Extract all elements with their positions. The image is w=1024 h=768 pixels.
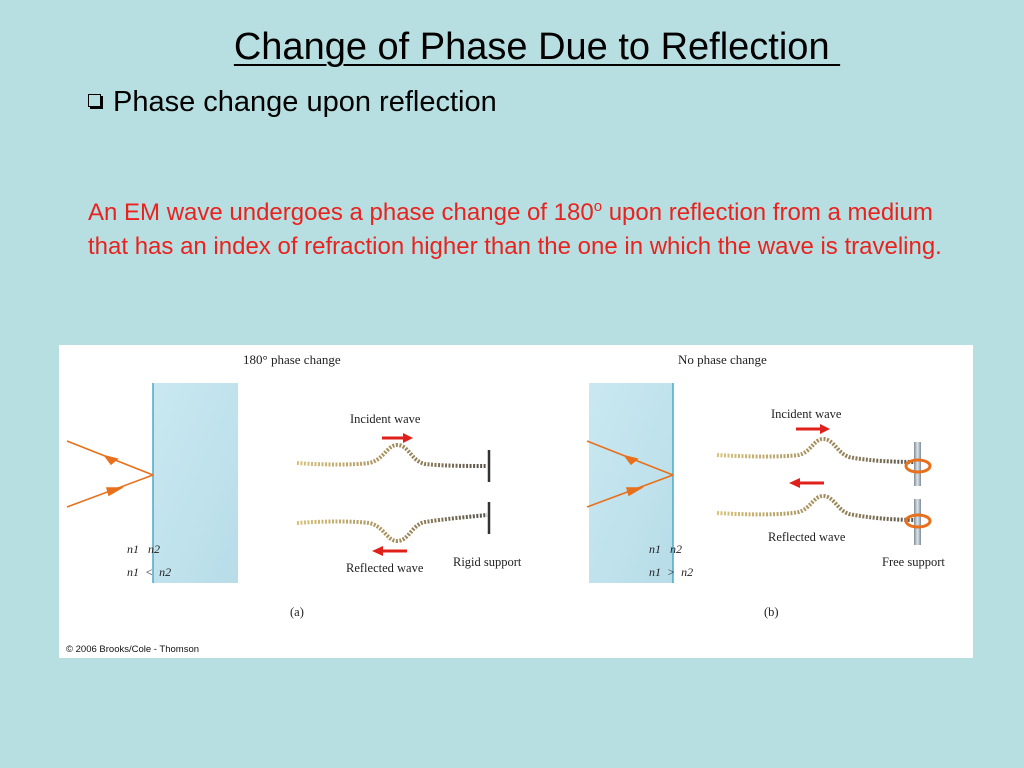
panel-b-reflected-wave: [716, 493, 920, 522]
degree-superscript: o: [593, 198, 603, 215]
panel-a-support-label: Rigid support: [453, 555, 522, 569]
panel-a-caption: (a): [290, 605, 304, 619]
panel-a-reflected-label: Reflected wave: [346, 561, 424, 575]
panel-b-incident-label: Incident wave: [771, 407, 842, 421]
body-text-part1: An EM wave undergoes a phase change of 1…: [88, 199, 594, 226]
body-paragraph: An EM wave undergoes a phase change of 1…: [88, 196, 978, 264]
panel-b-glass: [589, 383, 673, 583]
copyright-notice: © 2006 Brooks/Cole - Thomson: [66, 644, 199, 655]
body-text-part2: upon reflection from a medium that has a…: [88, 199, 942, 260]
panel-b-caption: (b): [764, 605, 779, 619]
panel-b-heading: No phase change: [678, 352, 767, 367]
panel-b-reflected-label: Reflected wave: [768, 530, 846, 544]
panel-b-ring-bottom: [904, 513, 932, 529]
panel-a-rays: [66, 440, 154, 508]
panel-b-pole-top: [914, 442, 921, 486]
panel-a-n-row1: n1 n2: [127, 542, 160, 556]
panel-b-reflected-arrow: [789, 478, 824, 488]
panel-b-pole-bottom: [914, 499, 921, 545]
bullet-text: Phase change upon reflection: [113, 86, 497, 118]
panel-a-incident-wave: [296, 442, 488, 468]
reflection-figure: 180° phase change n1 n2 n1 < n2 Incident…: [59, 345, 973, 658]
panel-b-rays: [586, 440, 674, 508]
panel-a-reflected-wave: [296, 513, 488, 544]
panel-a-incident-arrow: [382, 433, 413, 443]
slide-title: Change of Phase Due to Reflection: [233, 26, 841, 68]
panel-a-reflected-arrow: [372, 546, 407, 556]
panel-a-heading: 180° phase change: [243, 352, 341, 367]
panel-b-n-row1: n1 n2: [649, 542, 682, 556]
panel-b-support-label: Free support: [882, 555, 945, 569]
panel-a-n-row2: n1 < n2: [127, 565, 171, 579]
reflection-diagram: 180° phase change n1 n2 n1 < n2 Incident…: [66, 352, 945, 655]
panel-b-incident-wave: [716, 436, 920, 464]
panel-b-n-row2: n1 > n2: [649, 565, 693, 579]
panel-a-glass: [153, 383, 238, 583]
panel-b-incident-arrow: [796, 424, 830, 434]
bullet-item: Phase change upon reflection: [88, 86, 497, 119]
panel-a-incident-label: Incident wave: [350, 412, 421, 426]
checkbox-bullet-icon: [88, 93, 101, 107]
panel-b-ring-top: [904, 458, 932, 474]
